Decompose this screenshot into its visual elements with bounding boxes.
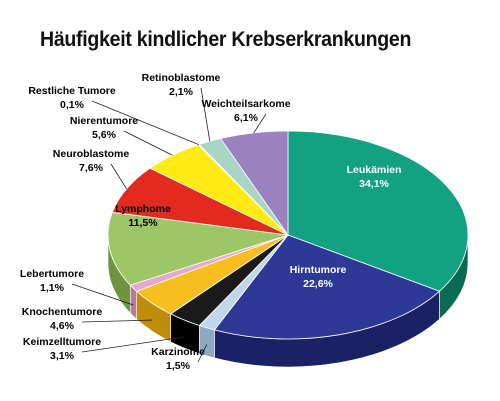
label-weichteilsarkome-percent: 6,1% [234,112,259,124]
label-neuroblastome-percent: 7,6% [79,162,104,174]
label-keimzelltumore-percent: 3,1% [50,350,75,362]
leader-line-nierentumore [123,130,173,156]
label-retinoblastome-percent: 2,1% [169,86,194,98]
label-restliche-tumore-percent: 0,1% [60,99,85,111]
label-karzinome-name: Karzinome [151,346,205,358]
label-keimzelltumore-name: Keimzelltumore [23,336,101,348]
leader-line-keimzelltumore [81,336,185,353]
label-karzinome-percent: 1,5% [166,360,191,372]
slice-lymphome [107,211,289,286]
leader-line-restliche-tumore [91,100,199,146]
label-nierentumore-name: Nierentumore [70,115,138,127]
leader-line-knochentumore [81,319,153,323]
leader-line-retinoblastome [200,87,211,142]
slice-labels: Leukämien 34,1% Hirntumore 22,6% Karzinome 1,… [20,72,402,372]
label-lymphome-percent: 11,5% [128,217,158,229]
label-retinoblastome-name: Retinoblastome [142,72,221,84]
label-leukaemien-name: Leukämien [347,164,402,176]
leader-line-karzinome [197,344,208,363]
slice-leukaemien [287,130,469,292]
slice-weichteilsarkome [220,130,289,237]
label-hirntumore-percent: 22,6% [303,278,333,290]
label-lebertumore-name: Lebertumore [20,268,84,280]
leader-line-lebertumore [71,283,134,306]
label-hirntumore-name: Hirntumore [290,264,347,276]
label-restliche-tumore-name: Restliche Tumore [28,85,115,97]
leader-line-weichteilsarkome [253,113,267,134]
label-knochentumore-name: Knochentumore [22,306,103,318]
pie-slices [107,130,469,340]
label-neuroblastome-name: Neuroblastome [53,148,130,160]
leader-lines [71,87,267,363]
label-leukaemien-percent: 34,1% [359,178,389,190]
chart-title: Häufigkeit kindlicher Krebserkrankungen [40,28,412,51]
slice-hirntumore [213,234,441,340]
label-nierentumore-percent: 5,6% [92,129,117,141]
label-lebertumore-percent: 1,1% [40,282,65,294]
label-weichteilsarkome-name: Weichteilsarkome [201,98,290,110]
leader-line-neuroblastome [110,163,127,190]
label-lymphome-name: Lymphome [115,203,171,215]
label-knochentumore-percent: 4,6% [50,320,75,332]
